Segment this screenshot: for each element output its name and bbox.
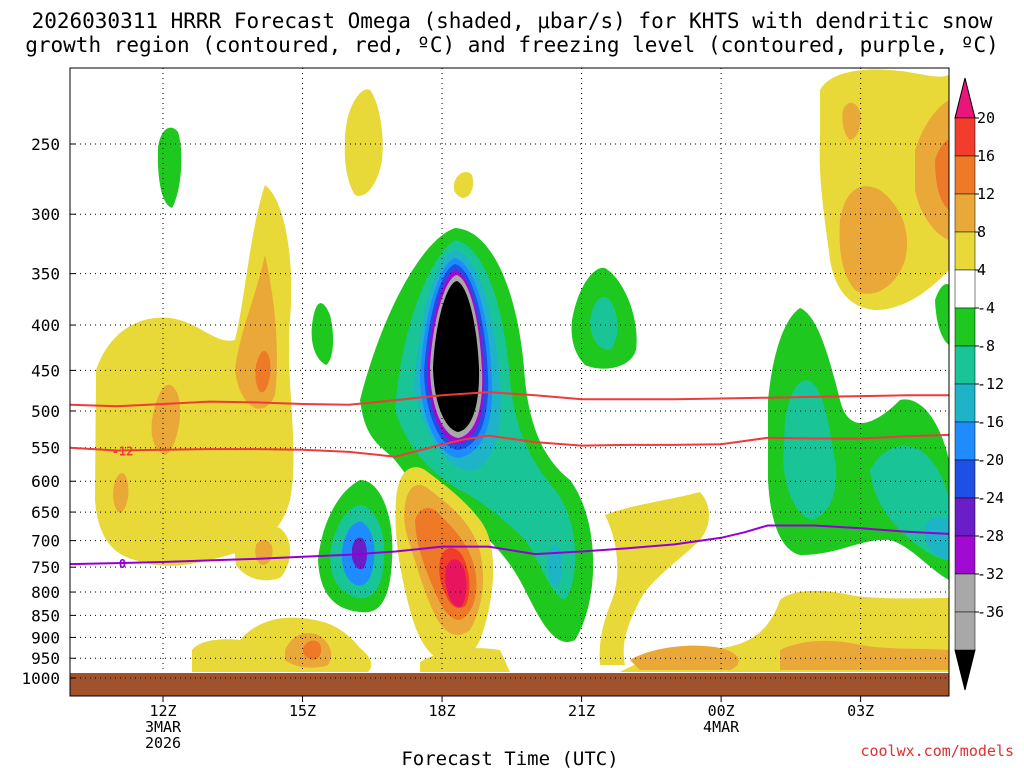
y-tick-label-950: 950 (31, 649, 60, 668)
colorbar-swatch-1 (954, 155, 976, 195)
omega-region-sinking-upper-left (157, 127, 182, 208)
colorbar-swatch-9 (954, 459, 976, 499)
colorbar-label-6: -8 (977, 337, 995, 355)
chart-title-line-1: 2026030311 HRRR Forecast Omega (shaded, … (32, 9, 993, 33)
contour-dgz-lower (70, 433, 949, 458)
y-tick-label-750: 750 (31, 558, 60, 577)
y-tick-label-900: 900 (31, 628, 60, 647)
grid-lines (70, 68, 949, 679)
omega-region-upper-blob (344, 89, 383, 196)
contour-label-freezing-level: 0 (119, 557, 126, 571)
omega-region-sinking-right-teal (783, 380, 837, 520)
colorbar: 20 16 12 8 4 -4 -8 -12 -16 -20 -24 -28 -32 -36 (954, 77, 1004, 691)
y-tick-label-600: 600 (31, 472, 60, 491)
contour-lines: -12 0 (70, 391, 949, 571)
y-tick-label-650: 650 (31, 503, 60, 522)
omega-region-rising-low-right-moderate (630, 645, 739, 670)
colorbar-label-3: 8 (977, 223, 986, 241)
omega-region-rising-upper-right-moderate (839, 186, 908, 294)
omega-region-rising-weak-left (95, 185, 294, 566)
x-tick-label-0-1: 12Z (149, 702, 176, 720)
x-tick-label-2-1: 18Z (429, 702, 456, 720)
colorbar-label-9: -20 (977, 451, 1004, 469)
omega-region-upper-dot (453, 171, 474, 198)
colorbar-swatch-10 (954, 497, 976, 537)
y-tick-label-300: 300 (31, 205, 60, 224)
y-tick-label-350: 350 (31, 265, 60, 284)
omega-region-sinking-right-top (935, 283, 949, 345)
omega-shading (95, 69, 949, 672)
colorbar-swatch-8 (954, 421, 976, 461)
colorbar-label-8: -16 (977, 413, 1004, 431)
colorbar-swatch-11 (954, 535, 976, 575)
omega-region-sinking-mid-left (311, 303, 334, 365)
colorbar-swatch-5 (954, 307, 976, 347)
colorbar-swatch-2 (954, 193, 976, 233)
credit-link[interactable]: coolwx.com/models (860, 742, 1014, 760)
y-tick-label-400: 400 (31, 316, 60, 335)
colorbar-bottom-arrow (954, 649, 976, 691)
colorbar-label-0: 20 (977, 109, 995, 127)
colorbar-swatch-4 (954, 269, 976, 309)
contour-label-dgz-lower: -12 (112, 445, 134, 459)
y-axis-ticks: 250 300 350 400 450 500 550 600 650 700 750 800 850 9… (21, 135, 76, 688)
x-tick-label-0-3: 2026 (145, 734, 181, 752)
colorbar-label-13: -36 (977, 603, 1004, 621)
colorbar-label-4: 4 (977, 261, 986, 279)
y-tick-label-500: 500 (31, 402, 60, 421)
y-tick-label-450: 450 (31, 361, 60, 380)
omega-region-near-surface-strong (302, 640, 322, 660)
omega-region-rising-upper-right-strong (935, 140, 949, 210)
x-tick-label-5-1: 03Z (847, 702, 874, 720)
ground-below-surface (70, 673, 949, 696)
colorbar-label-2: 12 (977, 185, 995, 203)
y-tick-label-800: 800 (31, 583, 60, 602)
omega-region-rising-low-max (445, 559, 467, 607)
omega-region-rising-moderate-left (151, 384, 181, 455)
y-tick-label-250: 250 (31, 135, 60, 154)
x-tick-label-4-1: 00Z (708, 702, 735, 720)
omega-region-rising-upper-right-edge (915, 100, 949, 240)
omega-region-sinking-streak-21z (547, 544, 562, 588)
colorbar-label-11: -28 (977, 527, 1004, 545)
contour-freezing-level (70, 524, 949, 566)
colorbar-label-7: -12 (977, 375, 1004, 393)
y-tick-label-1000: 1000 (21, 669, 60, 688)
omega-region-rising-right-band (599, 492, 709, 665)
x-tick-label-3-1: 21Z (568, 702, 595, 720)
x-tick-label-4-2: 4MAR (703, 718, 740, 736)
colorbar-label-10: -24 (977, 489, 1004, 507)
y-tick-label-700: 700 (31, 532, 60, 551)
x-tick-label-1-1: 15Z (289, 702, 316, 720)
x-tick-label-0-2: 3MAR (145, 718, 182, 736)
colorbar-swatch-0 (954, 117, 976, 157)
x-axis-label: Forecast Time (UTC) (401, 748, 618, 768)
colorbar-label-1: 16 (977, 147, 995, 165)
colorbar-top-arrow (954, 77, 976, 119)
y-tick-label-550: 550 (31, 439, 60, 458)
plot-frame (69, 67, 950, 697)
colorbar-swatch-13 (954, 611, 976, 651)
chart-title-line-2: growth region (contoured, red, ºC) and f… (25, 33, 999, 57)
omega-region-rising-strong-upper (255, 350, 271, 393)
colorbar-swatch-7 (954, 383, 976, 423)
colorbar-swatch-6 (954, 345, 976, 385)
omega-region-rising-upper-right-spot (842, 102, 861, 140)
omega-region-rising-moderate-low (113, 472, 129, 513)
colorbar-swatch-3 (954, 231, 976, 271)
omega-region-rising-low-right-moderate-2 (780, 640, 949, 670)
omega-region-sinking-right-edge-cyan (925, 516, 949, 560)
omega-region-rising-surface-center (420, 648, 510, 672)
omega-region-sinking-mid-right-inner (590, 296, 618, 350)
colorbar-label-12: -32 (977, 565, 1004, 583)
colorbar-swatch-12 (954, 573, 976, 613)
contour-dgz-upper (70, 391, 949, 408)
y-tick-label-850: 850 (31, 606, 60, 625)
colorbar-label-5: -4 (977, 299, 995, 317)
